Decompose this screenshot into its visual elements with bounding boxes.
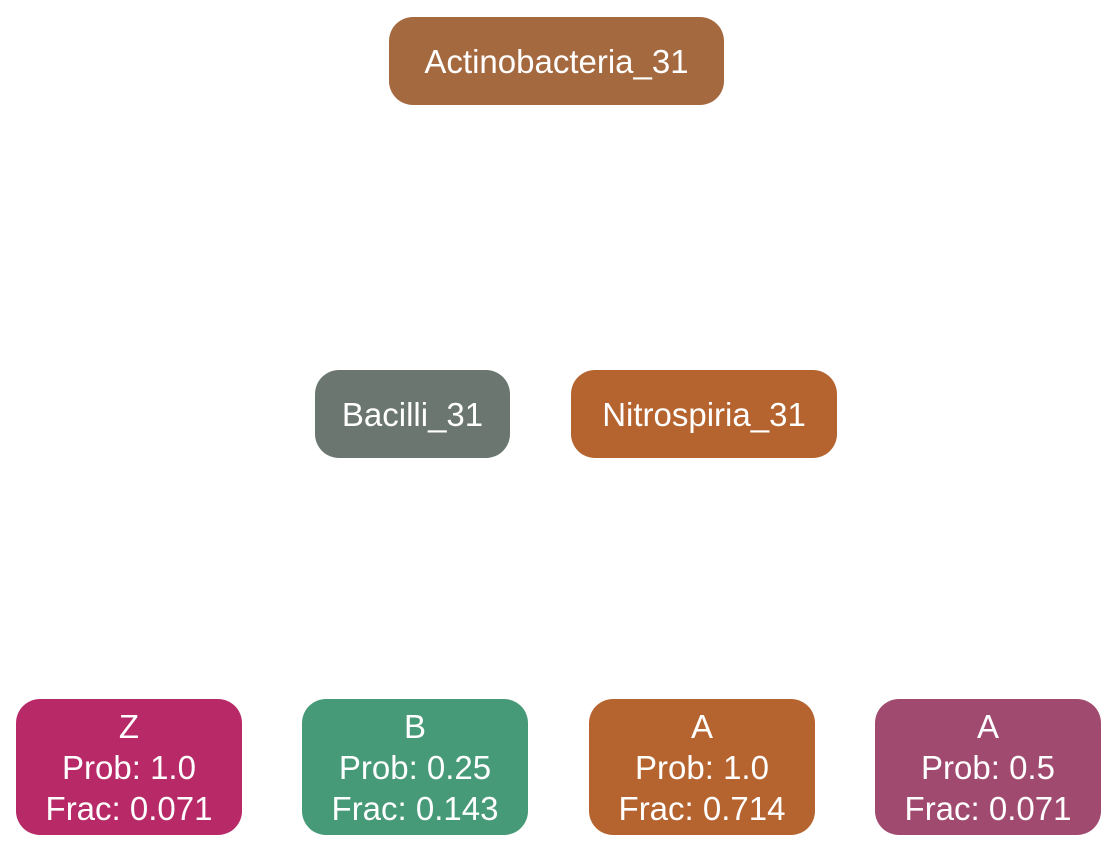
leaf-frac: Frac: 0.071 [45,789,213,827]
leaf-name: A [976,707,999,745]
leaf-frac: Frac: 0.714 [618,789,786,827]
leaf-prob: Prob: 0.25 [338,748,492,786]
leaf-prob: Prob: 1.0 [62,748,196,786]
node-label: Bacilli_31 [341,395,484,433]
leaf-node: A Prob: 0.5 Frac: 0.071 [875,699,1101,835]
node-bacilli: Bacilli_31 [315,370,510,458]
node-nitrospiria: Nitrospiria_31 [571,370,837,458]
node-label: Nitrospiria_31 [602,395,806,433]
leaf-frac: Frac: 0.071 [904,789,1072,827]
node-actinobacteria: Actinobacteria_31 [389,17,724,105]
leaf-name: A [690,707,713,745]
leaf-prob: Prob: 0.5 [921,748,1055,786]
leaf-name: B [403,707,426,745]
leaf-node: A Prob: 1.0 Frac: 0.714 [589,699,815,835]
leaf-frac: Frac: 0.143 [331,789,499,827]
node-label: Actinobacteria_31 [424,42,689,80]
leaf-name: Z [118,707,140,745]
leaf-node: B Prob: 0.25 Frac: 0.143 [302,699,528,835]
leaf-node: Z Prob: 1.0 Frac: 0.071 [16,699,242,835]
leaf-prob: Prob: 1.0 [635,748,769,786]
